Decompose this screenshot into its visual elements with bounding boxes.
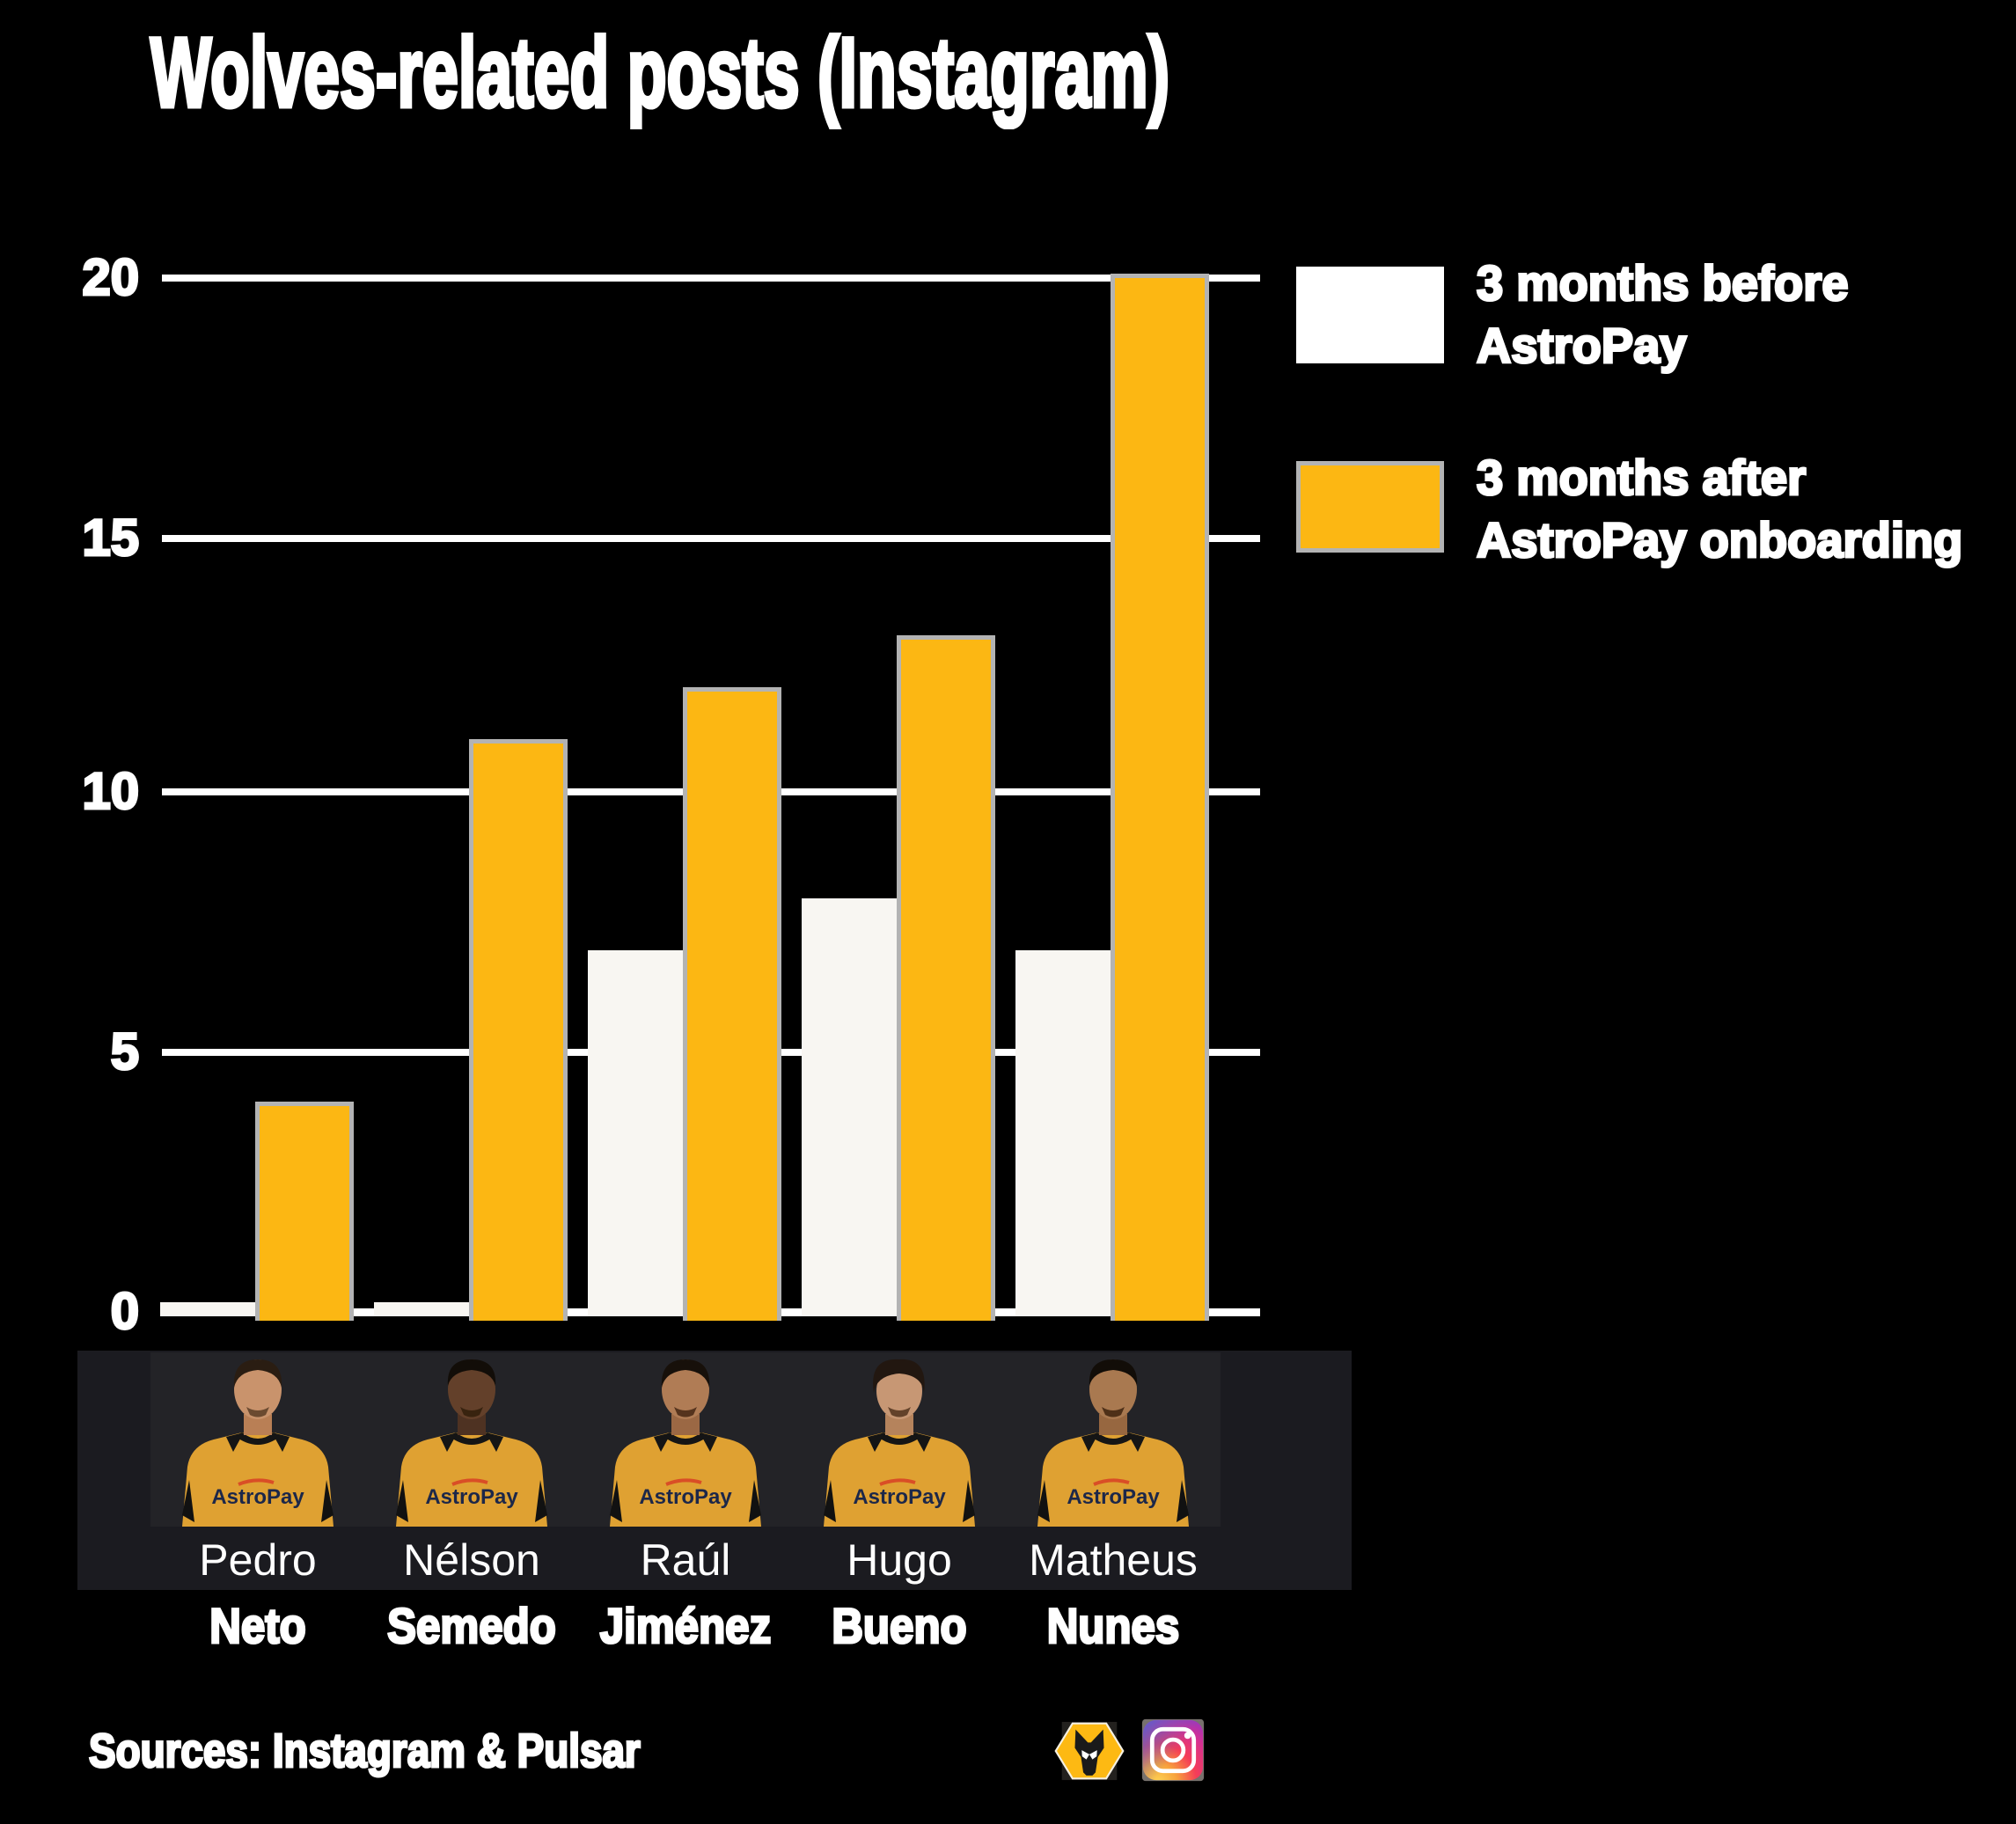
svg-text:AstroPay: AstroPay [425,1485,518,1509]
svg-text:AstroPay: AstroPay [853,1485,946,1509]
svg-text:AstroPay: AstroPay [211,1485,304,1509]
svg-text:AstroPay: AstroPay [639,1485,732,1509]
svg-text:AstroPay: AstroPay [1067,1485,1160,1509]
